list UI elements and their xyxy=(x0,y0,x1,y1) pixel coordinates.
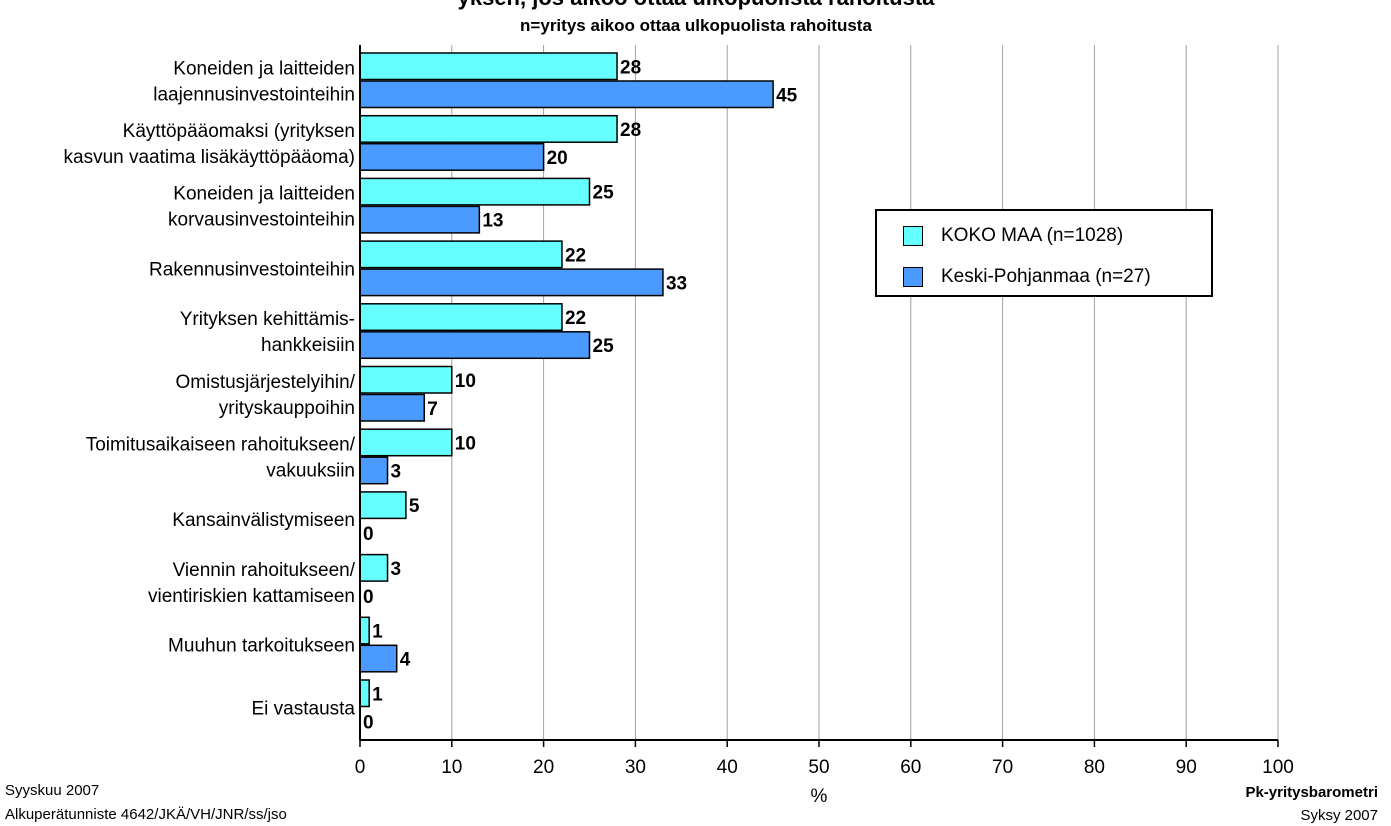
bar-value-label: 28 xyxy=(620,57,641,78)
bar xyxy=(359,268,664,297)
category-label: Yrityksen kehittämis- xyxy=(180,309,355,330)
x-tick-label: 60 xyxy=(900,757,921,778)
x-tick-label: 50 xyxy=(808,757,829,778)
bar-value-label: 4 xyxy=(400,650,411,671)
footer-date: Syyskuu 2007 xyxy=(5,782,100,799)
bar xyxy=(359,491,407,520)
footer-reference: Alkuperätunniste 4642/JKÄ/VH/JNR/ss/jso xyxy=(5,806,287,823)
legend-item-keski-pohjanmaa: Keski-Pohjanmaa (n=27) xyxy=(903,264,1151,290)
footer-season: Syksy 2007 xyxy=(1300,807,1378,824)
bar-value-label: 3 xyxy=(391,559,402,580)
legend-swatch-koko-maa xyxy=(903,226,923,246)
category-label: Viennin rahoitukseen/ xyxy=(173,560,356,581)
bar-value-label: 28 xyxy=(620,120,641,141)
legend-swatch-keski-pohjanmaa xyxy=(903,267,923,287)
category-label: yrityskauppoihin xyxy=(219,398,355,419)
category-label: laajennusinvestointeihin xyxy=(153,84,355,105)
legend-label-koko-maa: KOKO MAA (n=1028) xyxy=(941,225,1124,246)
category-label: Omistusjärjestelyihin/ xyxy=(176,372,356,393)
grid-lines xyxy=(451,45,1279,740)
legend: KOKO MAA (n=1028) Keski-Pohjanmaa (n=27) xyxy=(875,209,1213,297)
bar-value-label: 22 xyxy=(565,245,586,266)
bar xyxy=(359,303,563,332)
bar xyxy=(359,177,591,206)
category-labels: Koneiden ja laitteiden laajennusinvestoin… xyxy=(64,58,356,719)
bar xyxy=(359,616,370,645)
bar-value-label: 33 xyxy=(666,273,687,294)
x-tick-label: 40 xyxy=(717,757,738,778)
category-label: Koneiden ja laitteiden xyxy=(173,58,355,79)
category-label: kasvun vaatima lisäkäyttöpääoma) xyxy=(64,147,355,168)
bar-value-label: 0 xyxy=(363,712,374,733)
legend-item-koko-maa: KOKO MAA (n=1028) xyxy=(903,223,1123,249)
x-tick-label: 70 xyxy=(992,757,1013,778)
bar-value-label: 1 xyxy=(372,622,383,643)
bar-value-label: 20 xyxy=(547,148,568,169)
bar-value-label: 25 xyxy=(593,183,615,204)
bar-value-label: 22 xyxy=(565,308,586,329)
x-tick-label: 30 xyxy=(625,757,646,778)
bar-value-label: 45 xyxy=(776,85,798,106)
bar xyxy=(359,553,389,582)
bar-value-label: 25 xyxy=(593,336,615,357)
chart-subtitle: n=yritys aikoo ottaa ulkopuolista rahoit… xyxy=(520,16,872,35)
bar xyxy=(359,365,453,394)
bar-value-label: 10 xyxy=(455,371,476,392)
bar-value-label: 5 xyxy=(409,496,420,517)
bar xyxy=(359,679,370,708)
category-label: Rakennusinvestointeihin xyxy=(149,259,355,280)
legend-label-keski-pohjanmaa: Keski-Pohjanmaa (n=27) xyxy=(941,266,1151,287)
x-tick-label: 20 xyxy=(533,757,554,778)
category-label: Kansainvälistymiseen xyxy=(172,510,355,531)
category-label: vakuuksiin xyxy=(266,460,355,481)
category-label: Toimitusaikaiseen rahoitukseen/ xyxy=(86,434,356,455)
bar xyxy=(359,456,389,485)
x-tick-label: 90 xyxy=(1176,757,1197,778)
x-tick-label: 10 xyxy=(441,757,462,778)
category-label: vientiriskien kattamiseen xyxy=(148,586,355,607)
bar xyxy=(359,80,774,109)
x-tick-label: 100 xyxy=(1262,757,1294,778)
category-label: korvausinvestointeihin xyxy=(168,210,355,231)
bar-value-label: 13 xyxy=(482,211,503,232)
x-tick-label: 0 xyxy=(355,757,366,778)
bar xyxy=(359,205,481,234)
bar-value-label: 3 xyxy=(391,461,402,482)
x-tick-label: 80 xyxy=(1084,757,1105,778)
bar xyxy=(359,240,563,269)
footer-brand: Pk-yritysbarometri xyxy=(1245,784,1378,801)
bar xyxy=(359,52,618,81)
bar-value-label: 10 xyxy=(455,433,476,454)
bar-value-label: 0 xyxy=(363,524,374,545)
x-tick-labels: 0 10 20 30 40 50 60 70 80 90 100 xyxy=(355,757,1294,778)
bar xyxy=(359,142,545,171)
category-label: Koneiden ja laitteiden xyxy=(173,184,355,205)
bar xyxy=(359,331,591,360)
bar-value-label: 7 xyxy=(427,399,438,420)
category-label: hankkeisiin xyxy=(261,335,355,356)
chart-title: yksen, jos aikoo ottaa ulkopuolista raho… xyxy=(458,0,936,10)
category-label: Ei vastausta xyxy=(252,698,356,719)
bar-value-label: 1 xyxy=(372,684,383,705)
bar xyxy=(359,393,426,422)
bar xyxy=(359,644,398,673)
x-axis-label: % xyxy=(811,786,828,807)
category-label: Käyttöpääomaksi (yrityksen xyxy=(123,121,355,142)
bar xyxy=(359,114,618,143)
bar xyxy=(359,428,453,457)
category-label: Muuhun tarkoitukseen xyxy=(168,636,355,657)
axes xyxy=(359,45,1279,747)
bar-value-label: 0 xyxy=(363,587,374,608)
